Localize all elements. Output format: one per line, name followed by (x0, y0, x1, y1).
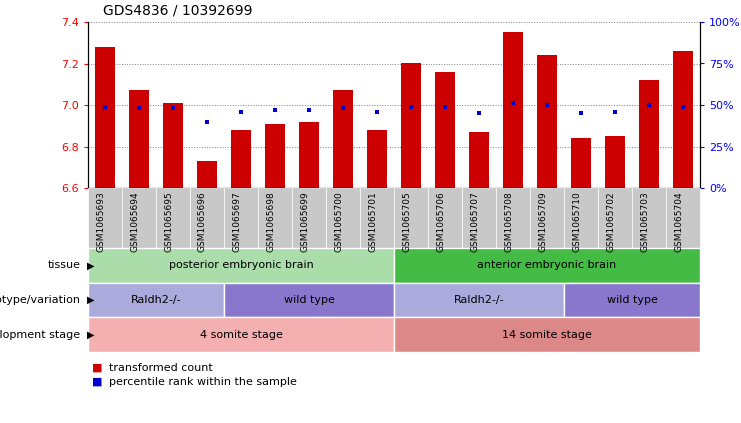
Text: GSM1065704: GSM1065704 (674, 191, 683, 252)
Bar (536, 55, 557, 188)
Bar (503, 33, 523, 188)
Text: ▶: ▶ (87, 295, 94, 305)
Bar (673, 51, 693, 188)
Text: GSM1065701: GSM1065701 (368, 191, 377, 252)
Bar (639, 80, 659, 188)
Text: transformed count: transformed count (109, 363, 213, 373)
Bar (230, 130, 251, 188)
Text: GSM1065698: GSM1065698 (266, 191, 275, 252)
Text: GSM1065705: GSM1065705 (402, 191, 411, 252)
Text: 14 somite stage: 14 somite stage (502, 330, 592, 340)
Bar (299, 121, 319, 188)
Text: GSM1065696: GSM1065696 (198, 191, 207, 252)
Bar (265, 124, 285, 188)
Bar (333, 91, 353, 188)
Text: GSM1065703: GSM1065703 (640, 191, 649, 252)
Text: ▶: ▶ (87, 261, 94, 270)
Bar (401, 63, 421, 188)
Text: genotype/variation: genotype/variation (0, 295, 81, 305)
Text: GSM1065699: GSM1065699 (300, 191, 309, 252)
Bar (197, 161, 217, 188)
Text: GSM1065695: GSM1065695 (164, 191, 173, 252)
Text: GSM1065693: GSM1065693 (96, 191, 105, 252)
Text: ■: ■ (92, 363, 102, 373)
Text: GSM1065708: GSM1065708 (504, 191, 513, 252)
Bar (95, 47, 115, 188)
Text: percentile rank within the sample: percentile rank within the sample (109, 377, 296, 387)
Text: anterior embryonic brain: anterior embryonic brain (477, 261, 617, 270)
Bar (129, 91, 149, 188)
Text: wild type: wild type (284, 295, 334, 305)
Text: posterior embryonic brain: posterior embryonic brain (169, 261, 313, 270)
Text: GSM1065707: GSM1065707 (470, 191, 479, 252)
Text: GSM1065710: GSM1065710 (572, 191, 581, 252)
Text: tissue: tissue (47, 261, 81, 270)
Text: GSM1065702: GSM1065702 (606, 191, 615, 252)
Text: development stage: development stage (0, 330, 81, 340)
Text: GSM1065709: GSM1065709 (538, 191, 547, 252)
Bar (605, 136, 625, 188)
Bar (435, 72, 455, 188)
Text: GDS4836 / 10392699: GDS4836 / 10392699 (103, 3, 253, 17)
Text: GSM1065694: GSM1065694 (130, 191, 139, 252)
Text: GSM1065697: GSM1065697 (232, 191, 241, 252)
Text: Raldh2-/-: Raldh2-/- (453, 295, 505, 305)
Bar (367, 130, 388, 188)
Text: GSM1065706: GSM1065706 (436, 191, 445, 252)
Text: ▶: ▶ (87, 330, 94, 340)
Bar (163, 103, 183, 188)
Text: GSM1065700: GSM1065700 (334, 191, 343, 252)
Text: wild type: wild type (607, 295, 657, 305)
Bar (571, 138, 591, 188)
Text: ■: ■ (92, 377, 102, 387)
Bar (469, 132, 489, 188)
Text: 4 somite stage: 4 somite stage (199, 330, 282, 340)
Text: Raldh2-/-: Raldh2-/- (130, 295, 182, 305)
